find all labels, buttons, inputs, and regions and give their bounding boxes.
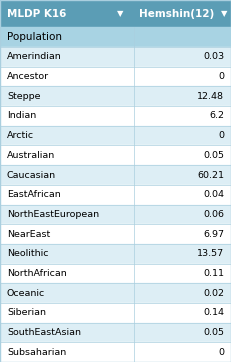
Text: Caucasian: Caucasian <box>7 171 56 180</box>
Bar <box>0 27 231 47</box>
Bar <box>0 244 231 264</box>
Text: Ancestor: Ancestor <box>7 72 49 81</box>
Text: Indian: Indian <box>7 111 36 121</box>
Bar <box>0 126 231 146</box>
Bar <box>0 67 231 87</box>
Text: 0.11: 0.11 <box>203 269 224 278</box>
Text: Arctic: Arctic <box>7 131 34 140</box>
Text: Australian: Australian <box>7 151 55 160</box>
Bar <box>0 87 231 106</box>
Bar <box>0 0 231 27</box>
Text: 0.04: 0.04 <box>203 190 224 199</box>
Text: Neolithic: Neolithic <box>7 249 49 258</box>
Bar <box>0 165 231 185</box>
Bar <box>0 47 231 67</box>
Bar <box>0 303 231 323</box>
Text: 0.05: 0.05 <box>203 151 224 160</box>
Text: ▼: ▼ <box>117 9 123 18</box>
Text: ▼: ▼ <box>221 9 227 18</box>
Bar <box>0 185 231 205</box>
Text: Steppe: Steppe <box>7 92 40 101</box>
Text: NorthAfrican: NorthAfrican <box>7 269 67 278</box>
Text: Population: Population <box>7 32 62 42</box>
Text: MLDP K16: MLDP K16 <box>7 9 66 18</box>
Text: 0: 0 <box>218 131 224 140</box>
Bar <box>0 106 231 126</box>
Text: Oceanic: Oceanic <box>7 289 45 298</box>
Text: 0.03: 0.03 <box>203 52 224 62</box>
Bar <box>0 342 231 362</box>
Text: Amerindian: Amerindian <box>7 52 62 62</box>
Bar <box>0 146 231 165</box>
Text: 60.21: 60.21 <box>197 171 224 180</box>
Text: 13.57: 13.57 <box>197 249 224 258</box>
Text: 6.2: 6.2 <box>209 111 224 121</box>
Text: 0.05: 0.05 <box>203 328 224 337</box>
Text: 0.14: 0.14 <box>203 308 224 317</box>
Bar <box>0 224 231 244</box>
Text: EastAfrican: EastAfrican <box>7 190 61 199</box>
Bar <box>0 205 231 224</box>
Text: 0.06: 0.06 <box>203 210 224 219</box>
Bar <box>0 323 231 342</box>
Text: 12.48: 12.48 <box>197 92 224 101</box>
Text: NorthEastEuropean: NorthEastEuropean <box>7 210 99 219</box>
Text: Siberian: Siberian <box>7 308 46 317</box>
Text: 6.97: 6.97 <box>203 230 224 239</box>
Text: NearEast: NearEast <box>7 230 50 239</box>
Text: Subsaharian: Subsaharian <box>7 348 66 357</box>
Text: 0: 0 <box>218 348 224 357</box>
Text: Hemshin(12): Hemshin(12) <box>139 9 214 18</box>
Text: 0.02: 0.02 <box>203 289 224 298</box>
Bar <box>0 264 231 283</box>
Text: SouthEastAsian: SouthEastAsian <box>7 328 81 337</box>
Text: 0: 0 <box>218 72 224 81</box>
Bar <box>0 283 231 303</box>
